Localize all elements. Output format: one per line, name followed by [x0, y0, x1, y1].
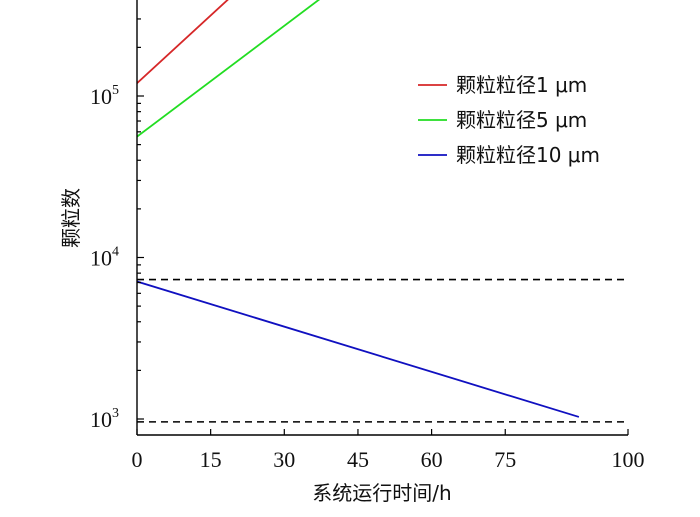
reference-lines: [137, 278, 628, 423]
x-tick-label: 0: [132, 447, 143, 472]
legend-item: 颗粒粒径5 μm: [418, 108, 587, 132]
series-line-3: [137, 280, 580, 418]
legend-label: 颗粒粒径5 μm: [456, 108, 587, 132]
legend-item: 颗粒粒径1 μm: [418, 73, 587, 97]
x-tick-label: 45: [347, 447, 369, 472]
x-axis-label: 系统运行时间/h: [312, 481, 451, 505]
y-ticks: 103 104 105: [90, 18, 144, 432]
x-tick-label: 15: [200, 447, 222, 472]
x-tick-label: 60: [421, 447, 443, 472]
x-ticks: 0 15 30 45 60 75 100: [132, 429, 645, 472]
x-tick-label: 30: [273, 447, 295, 472]
legend-label: 颗粒粒径1 μm: [456, 73, 587, 97]
y-axis-label: 颗粒数: [59, 188, 83, 248]
legend-label: 颗粒粒径10 μm: [456, 143, 600, 167]
legend-item: 颗粒粒径10 μm: [418, 143, 600, 167]
y-tick-label: 104: [90, 245, 119, 271]
axes: [136, 0, 628, 436]
series-line-1: [137, 0, 229, 84]
series-lines: [137, 0, 580, 418]
legend: 颗粒粒径1 μm 颗粒粒径5 μm 颗粒粒径10 μm: [418, 73, 600, 167]
x-tick-label: 75: [494, 447, 516, 472]
series-line-2: [137, 0, 321, 138]
y-tick-label: 103: [90, 406, 119, 432]
x-tick-label: 100: [612, 447, 645, 472]
y-tick-label: 105: [90, 83, 119, 109]
